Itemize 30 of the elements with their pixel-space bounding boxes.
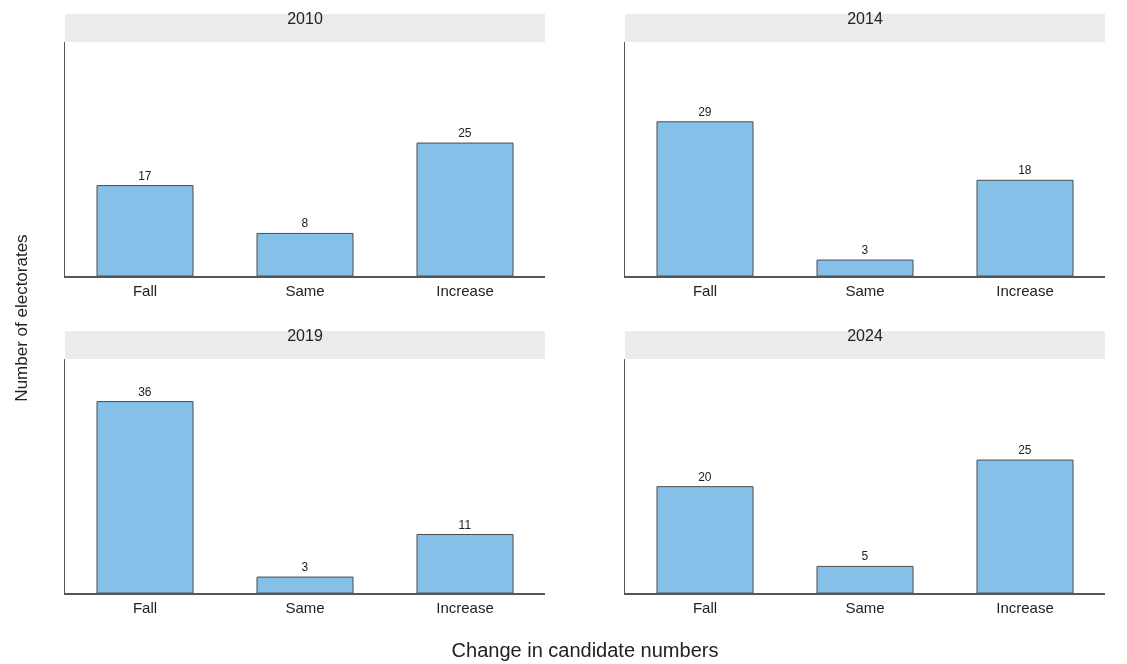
data-label: 29 [698,104,712,119]
y-axis-title: Number of electorates [12,234,32,402]
chart-title: 2014 [847,10,883,27]
data-label: 18 [1018,163,1032,178]
x-tick-label: Fall [132,598,158,616]
data-label: 3 [301,560,309,575]
x-tick-label: Fall [692,598,718,616]
data-label: 25 [1018,443,1032,458]
data-label: 11 [458,517,472,532]
data-label: 36 [138,384,152,399]
x-axis-title: Change in candidate numbers [451,638,719,662]
chart-title: 2024 [847,327,883,344]
x-tick-label: Same [285,598,325,616]
data-label: 17 [138,168,152,183]
x-tick-label: Fall [132,281,158,299]
data-label: 5 [861,549,869,564]
x-tick-label: Increase [436,598,494,616]
chart-title: 2019 [287,327,323,344]
x-tick-label: Fall [692,281,718,299]
chart-title: 2010 [287,10,323,27]
data-label: 3 [861,243,869,258]
x-tick-label: Increase [436,281,494,299]
data-label: 20 [698,469,712,484]
x-tick-label: Increase [996,598,1054,616]
data-label: 25 [458,126,472,141]
x-tick-label: Increase [996,281,1054,299]
x-tick-label: Same [285,281,325,299]
x-tick-label: Same [845,598,885,616]
data-label: 8 [301,216,309,231]
x-tick-label: Same [845,281,885,299]
